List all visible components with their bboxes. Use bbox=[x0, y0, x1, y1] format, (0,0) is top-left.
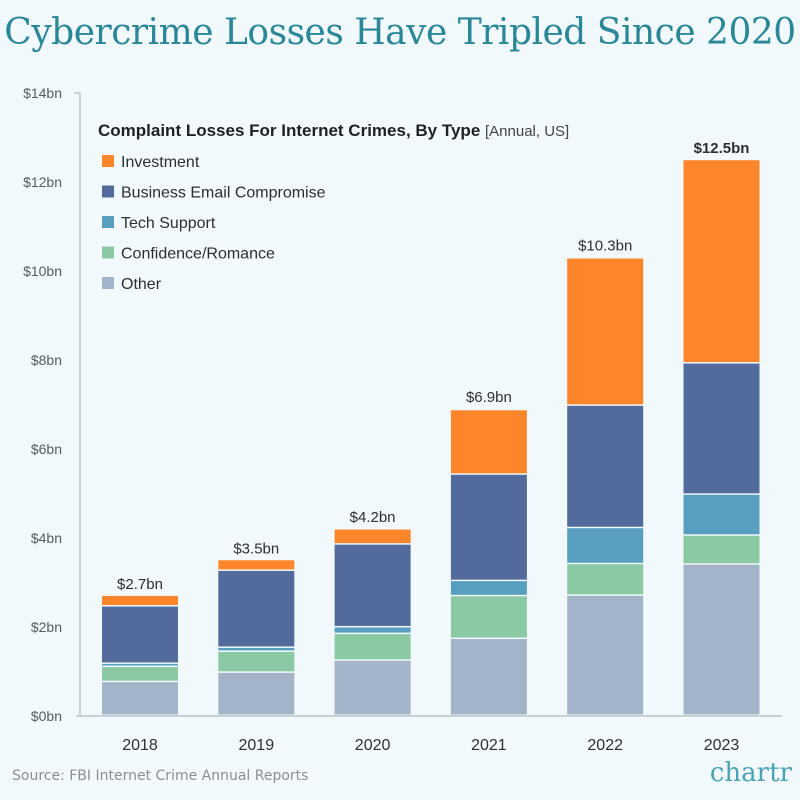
legend-label: Investment bbox=[121, 154, 200, 171]
y-tick-label: $12bn bbox=[23, 174, 62, 190]
bar-segment bbox=[567, 528, 644, 563]
bar-segment bbox=[450, 581, 527, 595]
legend-label: Business Email Compromise bbox=[121, 185, 326, 202]
legend-swatch bbox=[102, 216, 114, 228]
bar-segment bbox=[450, 596, 527, 638]
legend-swatch bbox=[102, 246, 114, 259]
bar-segment bbox=[102, 667, 178, 681]
bar-segment bbox=[334, 634, 411, 660]
chart-title: Cybercrime Losses Have Tripled Since 202… bbox=[4, 12, 796, 53]
total-label: $12.5bn bbox=[694, 140, 750, 157]
x-tick-label: 2019 bbox=[239, 737, 275, 754]
legend-swatch bbox=[102, 185, 114, 198]
bar-segment bbox=[567, 564, 644, 595]
bar-segment bbox=[683, 535, 760, 564]
y-tick-label: $10bn bbox=[23, 263, 62, 279]
chartr-logo: chartr bbox=[709, 758, 792, 788]
bar-segment bbox=[218, 651, 295, 672]
y-tick-label: $0bn bbox=[31, 708, 62, 724]
bar-segment bbox=[102, 682, 178, 715]
legend-title: Complaint Losses For Internet Crimes, By… bbox=[98, 121, 569, 140]
bar-segment bbox=[218, 647, 295, 651]
bar-segment bbox=[683, 564, 760, 715]
bar-segment bbox=[334, 529, 411, 544]
bar-segment bbox=[450, 639, 527, 715]
bar-segment bbox=[102, 663, 178, 666]
total-label: $4.2bn bbox=[350, 509, 396, 526]
bar-segment bbox=[102, 595, 178, 606]
bar-segment bbox=[334, 660, 411, 715]
bar-segment bbox=[334, 627, 411, 633]
legend-label: Other bbox=[121, 276, 162, 293]
bar-segment bbox=[567, 595, 644, 715]
y-tick-label: $6bn bbox=[31, 441, 62, 457]
y-tick-label: $8bn bbox=[31, 352, 62, 368]
legend-swatch bbox=[102, 155, 114, 167]
bar-segment bbox=[683, 363, 760, 494]
bar-segment bbox=[334, 544, 411, 626]
bar-segment bbox=[218, 672, 295, 715]
x-tick-label: 2020 bbox=[355, 737, 391, 754]
legend-label: Tech Support bbox=[121, 215, 216, 232]
legend-swatch bbox=[102, 277, 114, 289]
total-label: $10.3bn bbox=[578, 238, 632, 255]
x-tick-label: 2021 bbox=[471, 737, 507, 754]
bar-segment bbox=[567, 405, 644, 527]
source-note: Source: FBI Internet Crime Annual Report… bbox=[12, 768, 309, 784]
bar-segment bbox=[218, 570, 295, 647]
x-tick-label: 2023 bbox=[704, 737, 740, 754]
y-tick-label: $14bn bbox=[23, 85, 62, 101]
bar-segment bbox=[567, 258, 644, 405]
bar-segment bbox=[683, 160, 760, 363]
total-label: $3.5bn bbox=[233, 540, 279, 557]
bar-segment bbox=[450, 474, 527, 580]
bar-segment bbox=[683, 494, 760, 535]
total-label: $6.9bn bbox=[466, 389, 512, 406]
legend-label: Confidence/Romance bbox=[121, 246, 275, 263]
y-tick-label: $2bn bbox=[31, 619, 62, 635]
y-tick-label: $4bn bbox=[31, 530, 62, 546]
x-tick-label: 2022 bbox=[587, 737, 623, 754]
total-label: $2.7bn bbox=[117, 576, 163, 593]
bar-segment bbox=[218, 560, 295, 570]
bar-segment bbox=[102, 606, 178, 663]
bar-segment bbox=[450, 410, 527, 474]
x-tick-label: 2018 bbox=[122, 737, 158, 754]
